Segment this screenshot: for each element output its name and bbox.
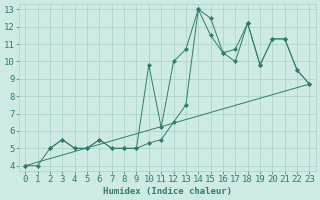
- X-axis label: Humidex (Indice chaleur): Humidex (Indice chaleur): [103, 187, 232, 196]
